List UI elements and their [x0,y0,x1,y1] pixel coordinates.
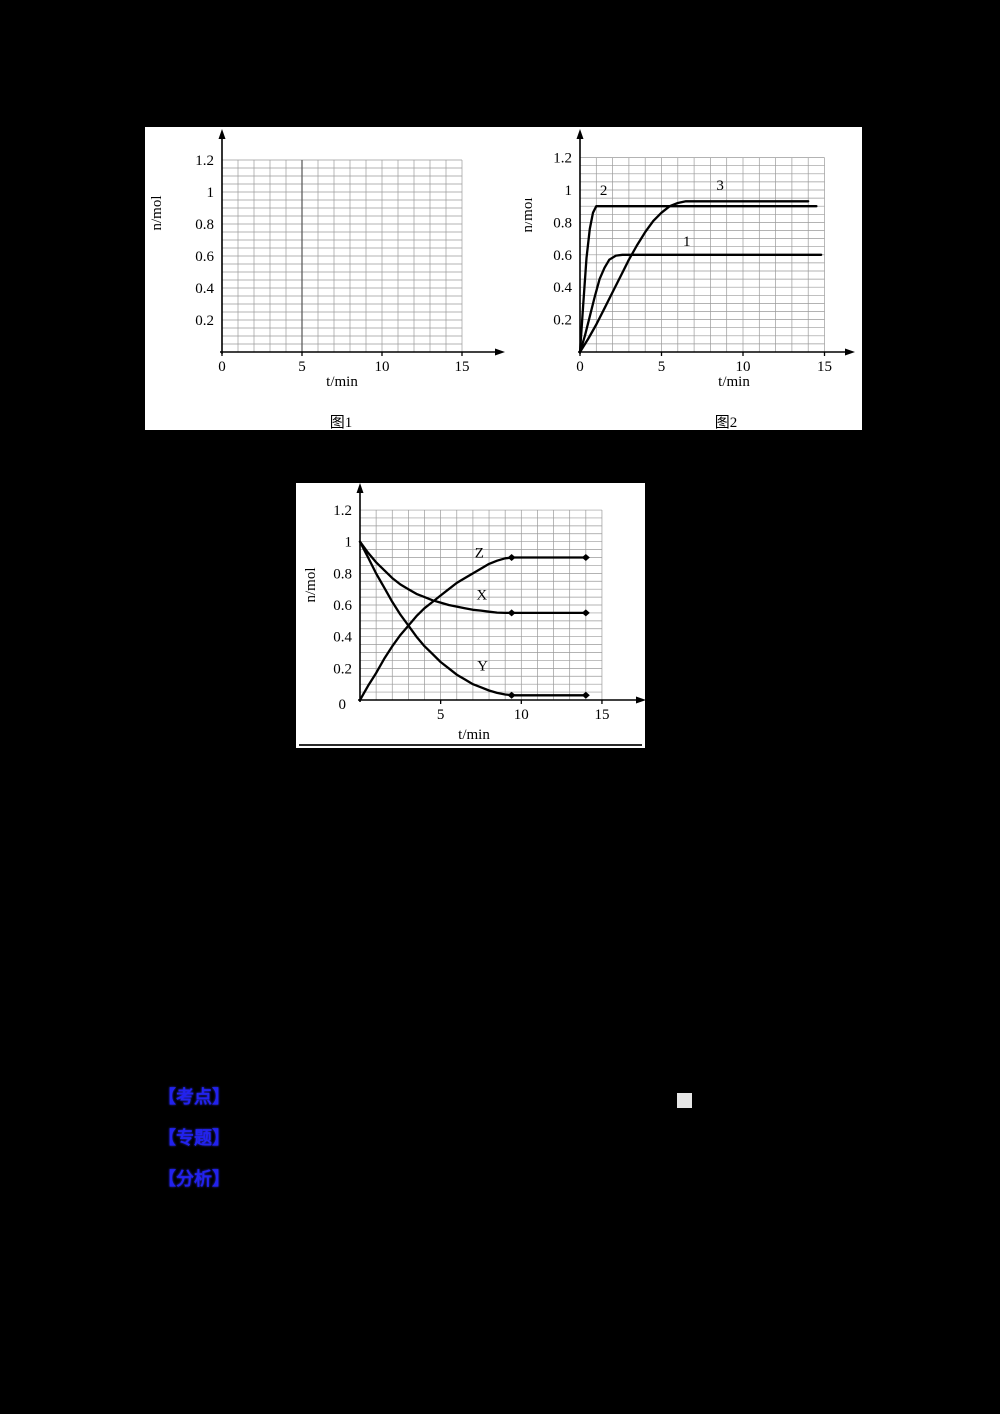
annotation-label-zhuanti: 【专题】 [158,1128,230,1148]
svg-text:t/min: t/min [326,374,358,390]
svg-text:t/min: t/min [718,374,750,390]
svg-text:15: 15 [455,359,470,375]
svg-text:1: 1 [207,185,215,201]
figure2-caption: 图2 [714,415,738,431]
svg-text:0.6: 0.6 [195,249,214,265]
annotation-label-kaodian: 【考点】 [158,1087,230,1107]
svg-text:0.4: 0.4 [195,281,214,297]
svg-text:n/mol: n/mol [149,195,165,230]
svg-text:0.2: 0.2 [195,313,214,329]
svg-text:Y: Y [477,659,488,675]
svg-text:1.2: 1.2 [333,503,352,519]
svg-text:0: 0 [339,697,347,713]
svg-text:10: 10 [375,359,390,375]
svg-text:2: 2 [600,183,608,199]
svg-text:10: 10 [736,359,751,375]
svg-text:10: 10 [514,707,529,723]
figure1-caption: 图1 [329,415,353,431]
svg-text:5: 5 [298,359,306,375]
svg-text:Z: Z [475,546,484,562]
figure3-chart: 5 10 15 0.2 0.4 0.6 0.8 1 1.2 0 t/min n/mol Z X Y [303,483,645,743]
svg-text:0: 0 [218,359,226,375]
panel-bottom-rule [299,744,642,746]
svg-text:0.8: 0.8 [195,217,214,233]
svg-text:1.2: 1.2 [553,151,572,167]
svg-text:n/mol: n/mol [525,197,536,232]
svg-text:15: 15 [817,359,832,375]
svg-text:0.4: 0.4 [333,630,352,646]
figure1-chart: 0 5 10 15 0.2 0.4 0.6 0.8 1 1.2 t/min n/mol [149,129,505,390]
svg-text:0.2: 0.2 [553,313,572,329]
svg-text:0.4: 0.4 [553,280,572,296]
svg-text:1: 1 [565,183,573,199]
figure-panel-middle: 5 10 15 0.2 0.4 0.6 0.8 1 1.2 0 t/min n/mol Z X Y [296,483,645,748]
svg-text:X: X [476,587,487,603]
figure2-chart: 0 5 10 15 0.2 0.4 0.6 0.8 1 1.2 t/min n/mol 2 3 1 [525,129,855,390]
svg-text:15: 15 [594,707,609,723]
svg-text:5: 5 [437,707,445,723]
svg-text:1.2: 1.2 [195,153,214,169]
svg-text:t/min: t/min [458,727,490,743]
svg-text:0.2: 0.2 [333,661,352,677]
annotation-label-fenxi: 【分析】 [158,1169,230,1189]
svg-text:0.6: 0.6 [333,598,352,614]
svg-text:3: 3 [716,178,724,194]
svg-text:1: 1 [345,535,353,551]
svg-text:0.8: 0.8 [553,215,572,231]
svg-text:0.8: 0.8 [333,566,352,582]
svg-text:0.6: 0.6 [553,248,572,264]
svg-text:1: 1 [683,234,691,250]
stray-white-square [677,1093,692,1108]
svg-text:n/mol: n/mol [303,567,319,602]
figure-panel-top: 0 5 10 15 0.2 0.4 0.6 0.8 1 1.2 t/min n/mol 0 5 10 15 0… [145,127,862,431]
svg-text:5: 5 [658,359,666,375]
svg-text:0: 0 [576,359,584,375]
